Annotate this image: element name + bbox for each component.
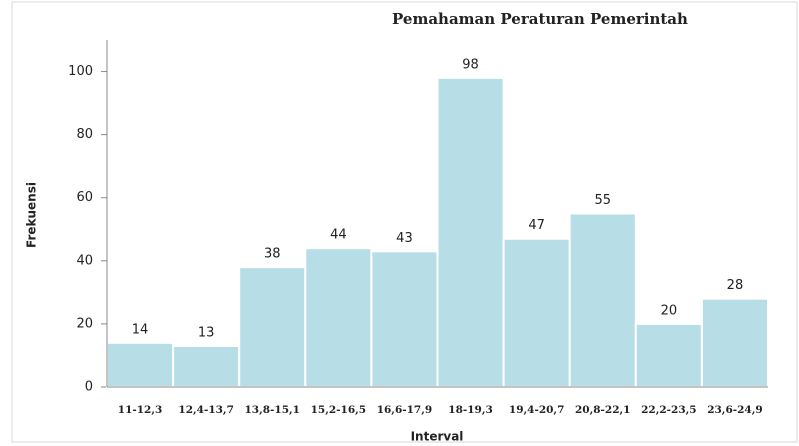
bar	[634, 322, 703, 388]
y-tick-label: 40	[76, 253, 93, 268]
x-tick-label: 23,6-24,9	[707, 404, 763, 416]
x-tick-label: 11-12,3	[118, 404, 163, 416]
bar	[238, 266, 307, 388]
x-tick-label: 12,4-13,7	[178, 404, 234, 416]
x-tick-label: 18-19,3	[448, 404, 493, 416]
bar	[700, 297, 770, 388]
data-label: 44	[330, 228, 347, 243]
y-tick-label: 0	[85, 380, 93, 395]
y-axis-label: Frekuensi	[25, 182, 39, 248]
bar	[436, 76, 505, 388]
chart-title: Pemahaman Peraturan Pemerintah	[392, 10, 688, 28]
data-label: 14	[132, 322, 149, 337]
data-label: 20	[661, 303, 678, 318]
y-tick-label: 20	[76, 316, 93, 331]
data-label: 13	[198, 325, 215, 340]
data-label: 28	[727, 278, 744, 293]
x-tick-label: 16,6-17,9	[377, 404, 433, 416]
bar	[304, 247, 373, 388]
x-tick-label: 22,2-23,5	[641, 404, 697, 416]
bar	[172, 344, 241, 388]
bar	[106, 341, 175, 388]
x-tick-label: 13,8-15,1	[244, 404, 300, 416]
data-label: 43	[396, 231, 413, 246]
data-label: 47	[528, 218, 545, 233]
x-tick-label: 19,4-20,7	[509, 404, 565, 416]
bar	[502, 237, 571, 388]
data-label: 55	[594, 193, 611, 208]
bar	[370, 250, 439, 388]
data-label: 98	[462, 57, 479, 72]
y-tick-label: 80	[76, 127, 93, 142]
x-tick-label: 20,8-22,1	[575, 404, 631, 416]
data-label: 38	[264, 247, 281, 262]
y-tick-label: 60	[76, 190, 93, 205]
y-tick-label: 100	[68, 64, 93, 79]
chart-frame	[11, 1, 798, 443]
bar	[568, 212, 637, 388]
x-axis-label: Interval	[411, 430, 464, 444]
x-tick-label: 15,2-16,5	[311, 404, 367, 416]
